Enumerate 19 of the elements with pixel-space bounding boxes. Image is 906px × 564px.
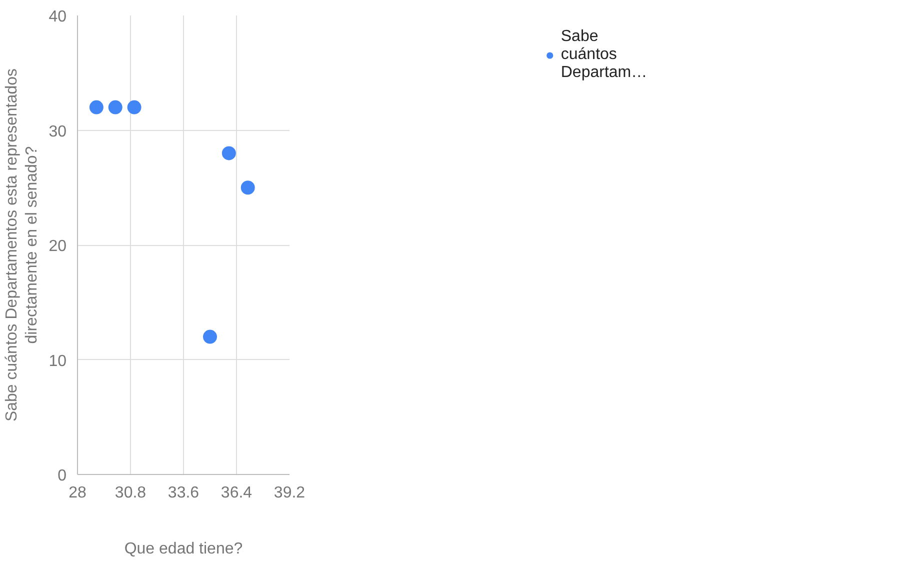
- point: [222, 146, 236, 160]
- x-tick-label: 39.2: [274, 484, 306, 502]
- y-tick-label: 40: [48, 8, 67, 26]
- y-tick-label: 30: [48, 123, 67, 140]
- y-tick-label: 0: [58, 468, 67, 484]
- point: [89, 100, 104, 114]
- x-tick-label: 36.4: [220, 484, 252, 502]
- point: [108, 100, 122, 114]
- point: [203, 330, 217, 344]
- x-tick-label: 30.8: [114, 484, 146, 502]
- y-axis-title: Sabe cuántos Departamentos esta representados directamente en el senado?: [3, 68, 41, 422]
- y-tick-label: 20: [48, 238, 67, 255]
- point: [240, 180, 255, 195]
- point: [127, 100, 142, 114]
- x-tick-label: 33.6: [168, 484, 200, 502]
- legend-label: Sabe cuántos Departam…: [560, 27, 648, 83]
- x-tick-label: 28: [68, 484, 86, 502]
- x-axis-title: Que edad tiene?: [124, 540, 243, 558]
- y-tick-label: 10: [48, 352, 67, 370]
